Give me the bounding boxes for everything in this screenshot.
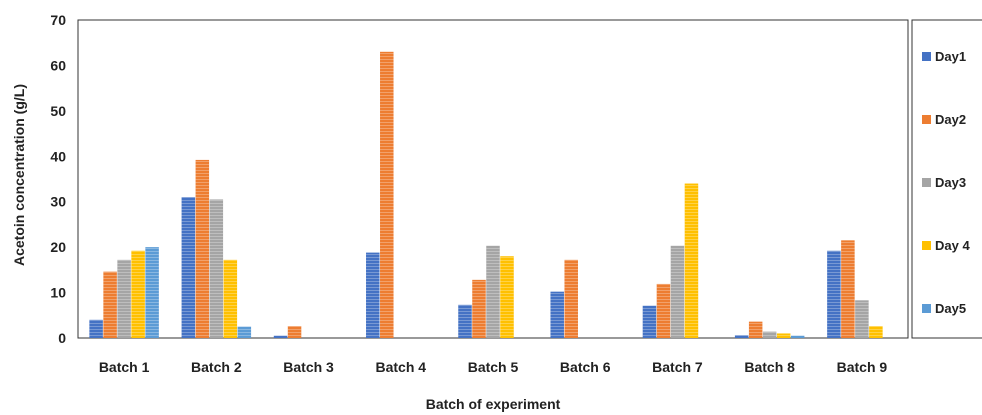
- bar: [684, 183, 699, 338]
- legend-label: Day5: [935, 301, 966, 316]
- bar: [131, 250, 145, 338]
- legend-item: Day1: [922, 49, 966, 64]
- legend-swatch: [922, 115, 931, 124]
- bar: [550, 291, 564, 338]
- bar: [287, 326, 302, 338]
- bar: [734, 335, 749, 338]
- bar: [273, 335, 288, 338]
- bar: [642, 305, 657, 338]
- bar: [869, 326, 883, 338]
- y-axis-title: Acetoin concentration (g/L): [11, 84, 27, 266]
- y-tick-label: 50: [50, 103, 66, 119]
- bar: [776, 333, 791, 338]
- legend-label: Day1: [935, 49, 966, 64]
- x-tick-label: Batch 6: [560, 359, 611, 375]
- bars-group: [89, 51, 883, 339]
- bar: [380, 51, 394, 339]
- y-tick-label: 10: [50, 285, 66, 301]
- y-tick-label: 30: [50, 194, 66, 210]
- legend: Day1 Day2 Day3 Day 4 Day5: [922, 49, 970, 316]
- bar: [366, 252, 380, 338]
- x-tick-label: Batch 8: [744, 359, 795, 375]
- bar: [223, 259, 238, 338]
- bar: [458, 304, 472, 338]
- bar: [145, 247, 159, 338]
- y-tick-labels: 0 10 20 30 40 50 60 70: [50, 12, 66, 346]
- bar: [790, 335, 805, 338]
- y-tick-label: 70: [50, 12, 66, 28]
- legend-label: Day 4: [935, 238, 970, 253]
- x-tick-label: Batch 3: [283, 359, 334, 375]
- x-tick-label: Batch 1: [99, 359, 150, 375]
- legend-item: Day 4: [922, 238, 970, 253]
- bar: [855, 300, 869, 338]
- x-tick-labels: Batch 1 Batch 2 Batch 3 Batch 4 Batch 5 Batch…: [99, 359, 888, 375]
- bar: [103, 271, 117, 338]
- bar: [117, 259, 131, 338]
- bar: [89, 319, 103, 338]
- bar: [486, 245, 500, 338]
- bar: [656, 283, 671, 338]
- legend-item: Day5: [922, 301, 966, 316]
- bar: [500, 256, 514, 338]
- bar: [748, 321, 763, 338]
- x-tick-label: Batch 9: [837, 359, 888, 375]
- legend-label: Day2: [935, 112, 966, 127]
- x-tick-label: Batch 4: [375, 359, 426, 375]
- x-tick-label: Batch 5: [468, 359, 519, 375]
- legend-item: Day2: [922, 112, 966, 127]
- legend-swatch: [922, 52, 931, 61]
- x-tick-label: Batch 7: [652, 359, 703, 375]
- bar: [209, 199, 224, 338]
- bar: [564, 259, 578, 338]
- legend-label: Day3: [935, 175, 966, 190]
- bar: [762, 331, 777, 338]
- y-tick-label: 40: [50, 148, 66, 164]
- legend-item: Day3: [922, 175, 966, 190]
- bar: [195, 159, 210, 338]
- bar: [237, 326, 252, 338]
- legend-swatch: [922, 304, 931, 313]
- bar: [827, 250, 841, 338]
- bar: [181, 197, 196, 338]
- bar: [472, 279, 486, 338]
- bar: [841, 240, 855, 338]
- bar: [670, 245, 685, 338]
- legend-swatch: [922, 241, 931, 250]
- legend-swatch: [922, 178, 931, 187]
- y-tick-label: 60: [50, 57, 66, 73]
- x-axis-title: Batch of experiment: [426, 396, 561, 412]
- x-tick-label: Batch 2: [191, 359, 242, 375]
- y-tick-label: 0: [58, 330, 66, 346]
- y-tick-label: 20: [50, 239, 66, 255]
